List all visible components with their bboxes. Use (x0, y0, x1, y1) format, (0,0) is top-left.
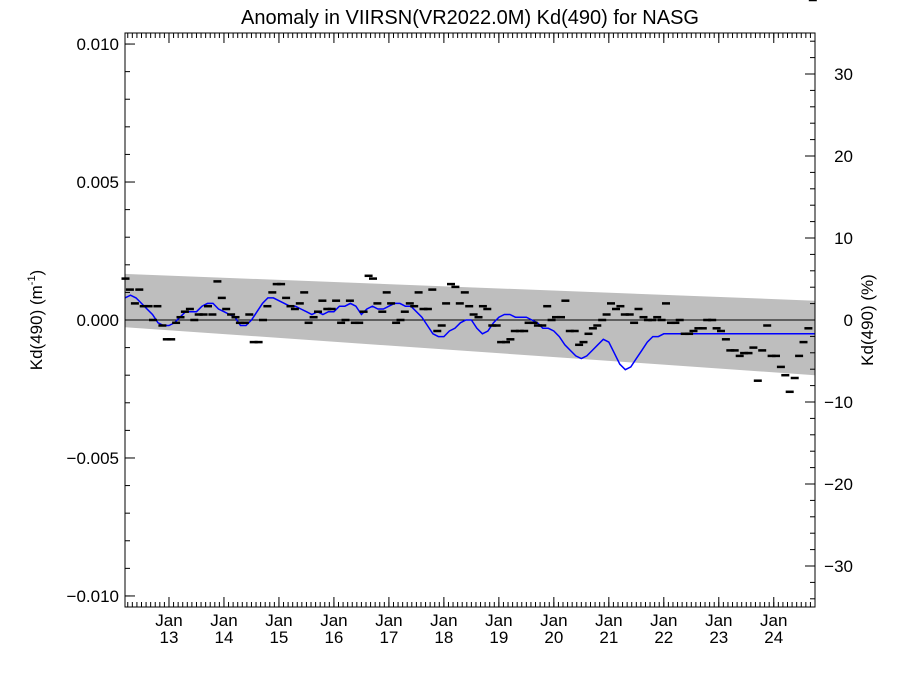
x-tick-label-year: 16 (324, 628, 343, 647)
x-tick-label-month: Jan (430, 611, 457, 630)
y-left-tick-label: 0.005 (76, 173, 119, 192)
y-right-tick-label: 30 (834, 65, 853, 84)
x-tick-label-year: 17 (379, 628, 398, 647)
x-tick-label-month: Jan (705, 611, 732, 630)
x-tick-label-month: Jan (485, 611, 512, 630)
x-tick-label-year: 22 (654, 628, 673, 647)
y-left-tick-label: 0.000 (76, 311, 119, 330)
x-tick-label-year: 19 (489, 628, 508, 647)
x-tick-label-year: 21 (599, 628, 618, 647)
y-axis-left-title-exponent: -1 (26, 275, 38, 285)
y-right-tick-label: −20 (824, 475, 853, 494)
x-tick-label-month: Jan (760, 611, 787, 630)
y-axis-left-title-main: Kd(490) (m (27, 285, 46, 370)
x-tick-label-year: 20 (544, 628, 563, 647)
x-tick-label-year: 24 (764, 628, 783, 647)
y-axis-right: 30 20 10 0 −10 −20 −30 (805, 40, 853, 600)
y-right-tick-label: −10 (824, 393, 853, 412)
plot-area (121, 0, 817, 394)
smoothed-series-line (124, 294, 815, 371)
y-right-tick-label: 10 (834, 229, 853, 248)
x-tick-label-month: Jan (375, 611, 402, 630)
x-axis: Jan13Jan14Jan15Jan16Jan17Jan18Jan19Jan20… (127, 33, 816, 647)
x-tick-label-year: 18 (434, 628, 453, 647)
y-right-tick-label: 20 (834, 147, 853, 166)
x-tick-label-year: 23 (709, 628, 728, 647)
uncertainty-band (125, 273, 815, 376)
y-left-tick-label: −0.005 (67, 449, 119, 468)
x-tick-label-year: 13 (160, 628, 179, 647)
x-tick-label-year: 15 (269, 628, 288, 647)
y-axis-right-title: Kd(490) (%) (858, 274, 877, 366)
x-tick-label-month: Jan (540, 611, 567, 630)
y-axis-left-title: Kd(490) (m-1) (26, 270, 46, 370)
x-tick-label-month: Jan (265, 611, 292, 630)
x-tick-label-year: 14 (215, 628, 234, 647)
x-tick-label-month: Jan (595, 611, 622, 630)
monthly-points (121, 0, 817, 394)
y-axis-left: 0.010 0.005 0.000 −0.005 −0.010 (67, 35, 135, 606)
y-right-tick-label: −30 (824, 557, 853, 576)
x-tick-label-month: Jan (650, 611, 677, 630)
y-left-tick-label: 0.010 (76, 35, 119, 54)
x-tick-label-month: Jan (320, 611, 347, 630)
chart-title: Anomaly in VIIRSN(VR2022.0M) Kd(490) for… (241, 7, 699, 29)
x-tick-label-month: Jan (210, 611, 237, 630)
y-axis-left-title-suffix: ) (27, 270, 46, 276)
y-right-tick-label: 0 (844, 311, 853, 330)
y-left-tick-label: −0.010 (67, 587, 119, 606)
x-tick-label-month: Jan (155, 611, 182, 630)
